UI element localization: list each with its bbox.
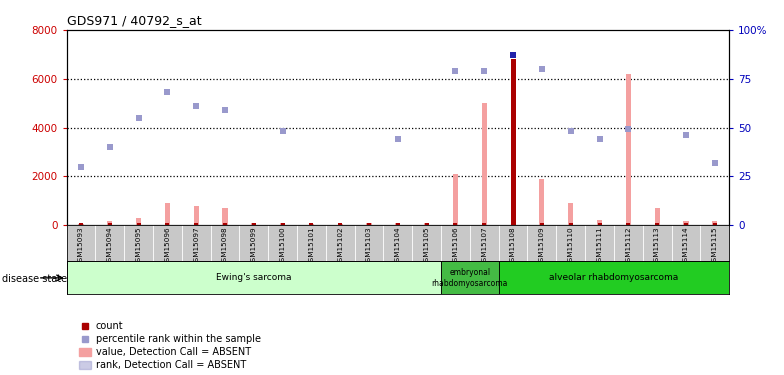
Bar	[597, 220, 602, 225]
Text: GSM15098: GSM15098	[222, 227, 228, 266]
Bar	[251, 223, 256, 225]
Text: GSM15101: GSM15101	[308, 227, 314, 266]
Text: GSM15109: GSM15109	[539, 227, 545, 266]
Bar	[395, 223, 401, 225]
Text: GSM15113: GSM15113	[654, 227, 660, 266]
Bar	[626, 74, 631, 225]
Bar	[67, 261, 441, 294]
Text: GSM15104: GSM15104	[395, 227, 401, 266]
Text: GSM15103: GSM15103	[366, 227, 372, 266]
Text: Ewing's sarcoma: Ewing's sarcoma	[216, 273, 292, 282]
Bar	[194, 206, 199, 225]
Bar	[136, 218, 141, 225]
Text: GSM15095: GSM15095	[136, 227, 142, 266]
Bar	[280, 223, 285, 225]
Text: GSM15099: GSM15099	[251, 227, 257, 266]
Text: GSM15108: GSM15108	[510, 227, 516, 266]
Bar	[499, 261, 729, 294]
Bar	[441, 261, 499, 294]
Bar	[78, 224, 84, 225]
Text: GSM15106: GSM15106	[452, 227, 459, 266]
Bar	[453, 174, 458, 225]
Bar	[424, 223, 430, 225]
Bar	[309, 224, 314, 225]
Legend: count, percentile rank within the sample, value, Detection Call = ABSENT, rank, : count, percentile rank within the sample…	[79, 321, 261, 370]
Text: GSM15105: GSM15105	[423, 227, 430, 266]
Text: GSM15107: GSM15107	[481, 227, 488, 266]
Bar	[510, 59, 516, 225]
Bar	[684, 221, 688, 225]
Text: GSM15097: GSM15097	[193, 227, 199, 266]
Bar	[107, 221, 112, 225]
Text: GSM15096: GSM15096	[165, 227, 170, 266]
Bar	[568, 203, 573, 225]
Bar	[655, 208, 659, 225]
Bar	[481, 103, 487, 225]
Text: GSM15112: GSM15112	[626, 227, 631, 266]
Text: disease state: disease state	[2, 274, 67, 284]
Text: alveolar rhabdomyosarcoma: alveolar rhabdomyosarcoma	[550, 273, 678, 282]
Text: GSM15111: GSM15111	[597, 227, 603, 266]
Bar	[338, 224, 343, 225]
Text: GSM15114: GSM15114	[683, 227, 689, 266]
Bar	[712, 221, 717, 225]
Text: GSM15094: GSM15094	[107, 227, 113, 266]
Text: GSM15115: GSM15115	[712, 227, 717, 266]
Text: GSM15102: GSM15102	[337, 227, 343, 266]
Bar	[366, 223, 372, 225]
Text: GSM15100: GSM15100	[280, 227, 285, 266]
Bar	[539, 179, 545, 225]
Bar	[223, 208, 227, 225]
Text: GDS971 / 40792_s_at: GDS971 / 40792_s_at	[67, 14, 201, 27]
Text: GSM15093: GSM15093	[78, 227, 84, 266]
Text: GSM15110: GSM15110	[568, 227, 574, 266]
Text: embryonal
rhabdomyosarcoma: embryonal rhabdomyosarcoma	[432, 268, 508, 288]
Bar	[165, 203, 170, 225]
